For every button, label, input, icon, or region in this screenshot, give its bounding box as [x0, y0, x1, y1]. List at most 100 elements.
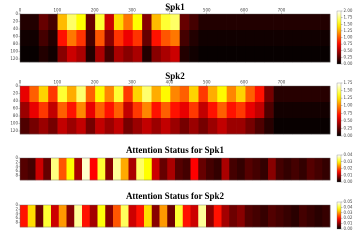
heatmap-cell	[159, 205, 168, 228]
heatmap-cell	[151, 118, 162, 135]
heatmap-cell	[299, 205, 308, 228]
heatmap-cell	[76, 118, 87, 135]
heatmap-cell	[226, 14, 237, 31]
heatmap-cell	[95, 30, 105, 47]
heatmap-cell	[245, 30, 256, 47]
heatmap-cell	[236, 46, 246, 63]
heatmap-cell	[29, 102, 40, 119]
x-tick-label: 600	[240, 8, 248, 13]
heatmap-cell	[198, 46, 209, 63]
y-tick-label: 60	[13, 106, 19, 111]
heatmap-cell	[113, 46, 124, 63]
colorbar-tick-label: 1.50	[344, 88, 353, 93]
heatmap-cell	[213, 158, 222, 181]
heatmap-cell	[85, 118, 96, 135]
heatmap-cell	[198, 118, 209, 135]
heatmap-cell	[57, 102, 68, 119]
heatmap-cell	[113, 158, 122, 181]
heatmap-cell	[254, 46, 265, 63]
colorbar-tick-label: 0.03	[344, 159, 353, 164]
colorbar-tick-label: 0.75	[344, 110, 353, 115]
heatmap-cell	[170, 86, 180, 103]
colorbar-tick-label: 1.75	[344, 80, 353, 85]
heatmap-cell	[136, 205, 145, 228]
heatmap-cell	[123, 14, 134, 31]
x-tick-label: 100	[54, 8, 62, 13]
heatmap-cell	[128, 158, 137, 181]
colorbar-tick-label: 0.04	[344, 152, 353, 157]
colorbar-tick-label: 1.00	[344, 103, 353, 108]
heatmap-cell	[51, 158, 60, 181]
heatmap-cell	[66, 14, 77, 31]
heatmap-cell	[283, 205, 292, 228]
colorbar-tick-label: 0.00	[344, 61, 353, 66]
heatmap-cell	[132, 118, 143, 135]
heatmap-cell	[76, 102, 87, 119]
heatmap-cell	[264, 118, 274, 135]
heatmap-cell	[105, 158, 114, 181]
heatmap-cell	[82, 158, 91, 181]
colorbar-tick-label: 1.25	[344, 28, 353, 33]
y-tick-label: 80	[13, 113, 19, 118]
heatmap-cell	[76, 14, 87, 31]
heatmap-cell	[260, 205, 269, 228]
heatmap-cell	[128, 205, 137, 228]
heatmap-cell	[76, 46, 87, 63]
y-tick-label: 120	[10, 128, 18, 133]
colorbar-tick-label: 0.25	[344, 54, 353, 59]
heatmap-cell	[113, 205, 122, 228]
heatmap-cell	[142, 30, 152, 47]
y-tick-label: 100	[10, 49, 18, 54]
heatmap-cell	[104, 118, 115, 135]
heatmap-cell	[292, 30, 303, 47]
heatmap-cell	[311, 86, 321, 103]
heatmap-cell	[58, 205, 67, 228]
heatmap-cell	[48, 46, 58, 63]
heatmap-cell	[104, 30, 115, 47]
heatmap-cell	[320, 30, 331, 47]
heatmap-cell	[74, 158, 83, 181]
heatmap-cell	[245, 102, 256, 119]
heatmap-cell	[301, 46, 312, 63]
heatmap-cell	[35, 205, 44, 228]
heatmap-cell	[268, 205, 277, 228]
heatmap-cell	[20, 205, 29, 228]
heatmap-cell	[123, 86, 134, 103]
heatmap-cell	[43, 158, 52, 181]
heatmap-cell	[38, 118, 49, 135]
heatmap-cell	[27, 158, 36, 181]
heatmap-cell	[264, 30, 274, 47]
y-tick-label: 6	[15, 168, 18, 173]
heatmap-cell	[89, 158, 98, 181]
heatmap-cell	[120, 205, 129, 228]
heatmap-cell	[151, 205, 160, 228]
colorbar-tick-label: 1.25	[344, 95, 353, 100]
heatmap-cell	[48, 102, 58, 119]
heatmap-cell	[144, 205, 153, 228]
heatmap-cell	[207, 118, 218, 135]
heatmap-cell	[48, 30, 58, 47]
colorbar-tick-label: 0.75	[344, 41, 353, 46]
y-tick-label: 40	[13, 98, 19, 103]
heatmap-cell	[76, 86, 87, 103]
heatmap-cell	[217, 30, 227, 47]
heatmap-cell	[283, 46, 293, 63]
plot-frame	[19, 85, 331, 135]
heatmap-cell	[292, 102, 303, 119]
heatmap-cell	[213, 205, 222, 228]
panel-title: Attention Status for Spk2	[126, 191, 225, 201]
heatmap-cell	[283, 118, 293, 135]
heatmap-cell	[268, 158, 277, 181]
plot-frame	[19, 157, 331, 181]
heatmap-cell	[236, 102, 246, 119]
heatmap-cell	[190, 205, 199, 228]
y-tick-label: 0	[15, 155, 18, 160]
heatmap-cell	[151, 30, 162, 47]
heatmap-cell	[283, 86, 293, 103]
heatmap-cell	[292, 86, 303, 103]
heatmap-cell	[95, 14, 105, 31]
heatmap-cell	[264, 14, 274, 31]
heatmap-cell	[89, 205, 98, 228]
heatmap-cell	[167, 158, 176, 181]
